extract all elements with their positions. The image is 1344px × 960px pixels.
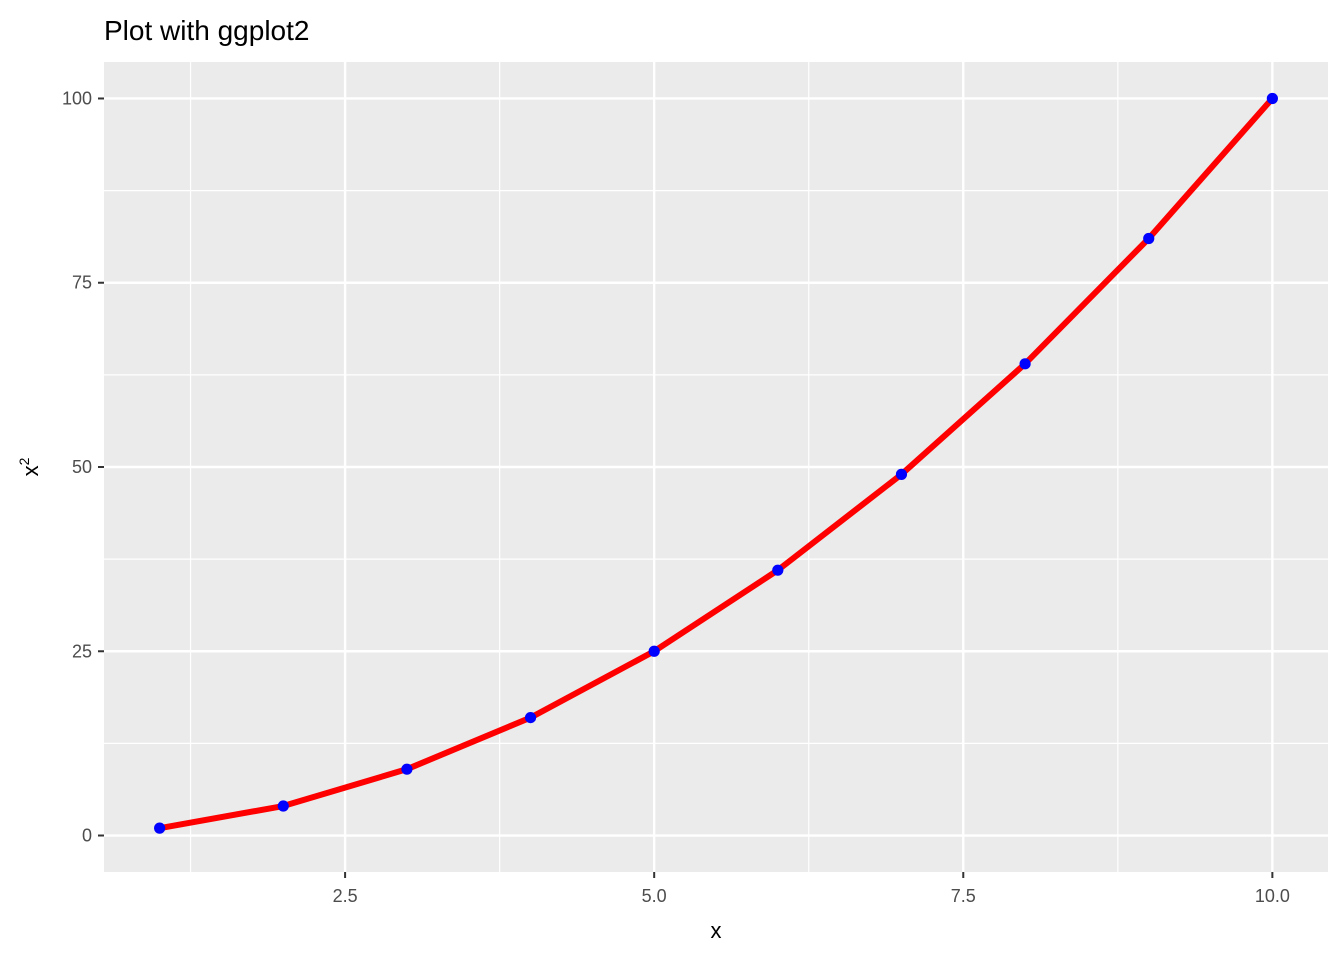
data-point	[524, 711, 537, 724]
series-line	[159, 96, 1275, 832]
major-gridlines	[104, 62, 1328, 872]
y-axis-title-superscript: 2	[16, 457, 32, 465]
y-tick-label: 75	[72, 273, 92, 293]
chart-title: Plot with ggplot2	[104, 15, 309, 46]
data-point	[1266, 92, 1278, 105]
data-point	[895, 468, 908, 480]
series-lines	[159, 96, 1275, 832]
data-point	[1019, 358, 1031, 370]
data-point	[772, 564, 784, 576]
y-tick-label: 50	[72, 457, 92, 477]
x-tick-label: 5.0	[642, 886, 667, 906]
series-points	[154, 92, 1278, 834]
data-point	[401, 763, 413, 775]
y-tick-label: 100	[62, 88, 92, 108]
data-point	[277, 800, 289, 812]
y-axis-title-base: x	[18, 465, 43, 476]
x-tick-label: 10.0	[1255, 886, 1290, 906]
svg-text:x2: x2	[16, 457, 43, 476]
y-tick-label: 25	[72, 641, 92, 661]
y-tick-label: 0	[82, 826, 92, 846]
data-point	[648, 645, 660, 657]
x-axis-ticks: 2.5 5.0 7.5 10.0	[333, 872, 1290, 906]
data-point	[1143, 232, 1155, 245]
x-tick-label: 7.5	[951, 886, 976, 906]
x-tick-label: 2.5	[333, 886, 358, 906]
y-axis-ticks: 0 25 50 75 100	[62, 88, 104, 846]
y-axis-title: x2	[16, 457, 43, 476]
data-point	[154, 822, 166, 834]
x-axis-title: x	[711, 918, 722, 943]
